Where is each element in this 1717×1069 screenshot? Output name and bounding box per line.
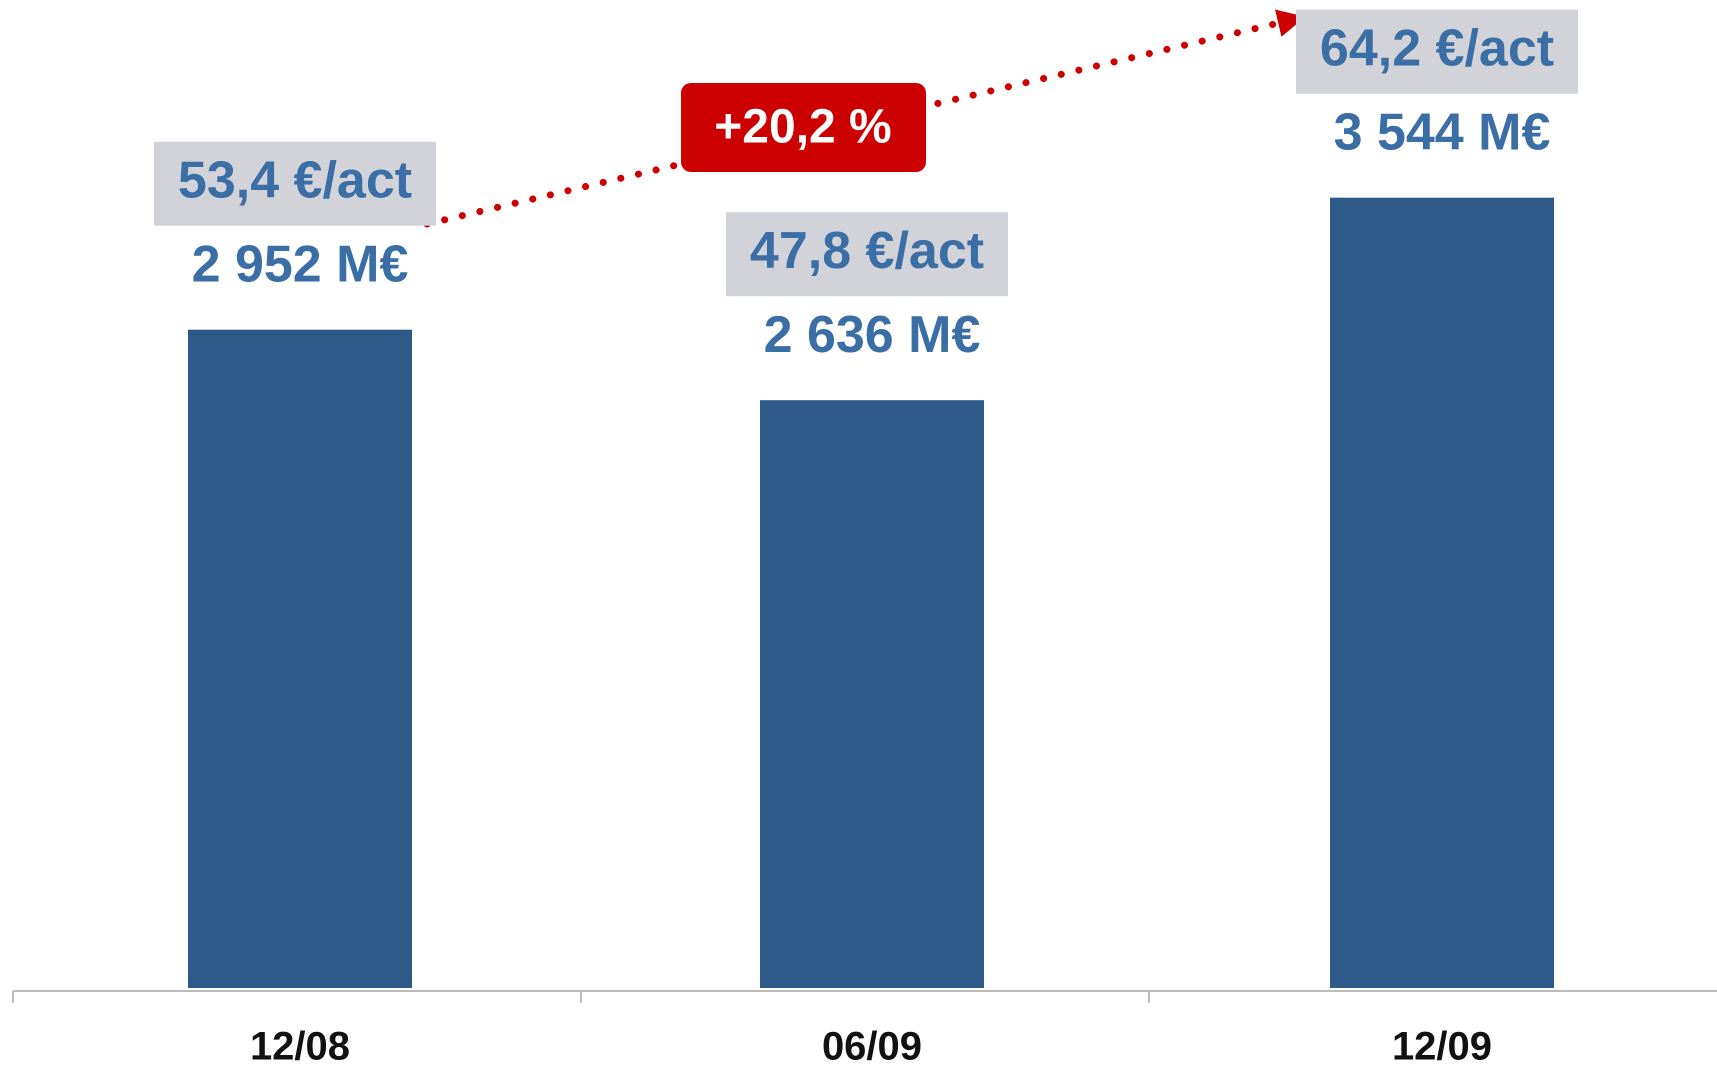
per-share-box bbox=[154, 141, 436, 226]
bar bbox=[760, 400, 984, 988]
value-label: 2 952 M€ bbox=[192, 235, 409, 293]
bar bbox=[1330, 197, 1554, 989]
per-share-label: 64,2 €/act bbox=[1320, 19, 1554, 77]
per-share-label: 47,8 €/act bbox=[750, 222, 984, 280]
per-share-box bbox=[1296, 9, 1578, 94]
x-tick-label: 12/09 bbox=[1392, 1025, 1492, 1069]
per-share-box bbox=[726, 212, 1008, 297]
growth-label: +20,2 % bbox=[714, 101, 891, 154]
bar bbox=[188, 329, 412, 989]
x-tick-label: 06/09 bbox=[822, 1025, 922, 1069]
x-tick-label: 12/08 bbox=[250, 1025, 350, 1069]
value-label: 2 636 M€ bbox=[764, 306, 981, 364]
growth-box bbox=[681, 83, 926, 172]
per-share-label: 53,4 €/act bbox=[178, 151, 412, 209]
value-label: 3 544 M€ bbox=[1334, 103, 1551, 161]
